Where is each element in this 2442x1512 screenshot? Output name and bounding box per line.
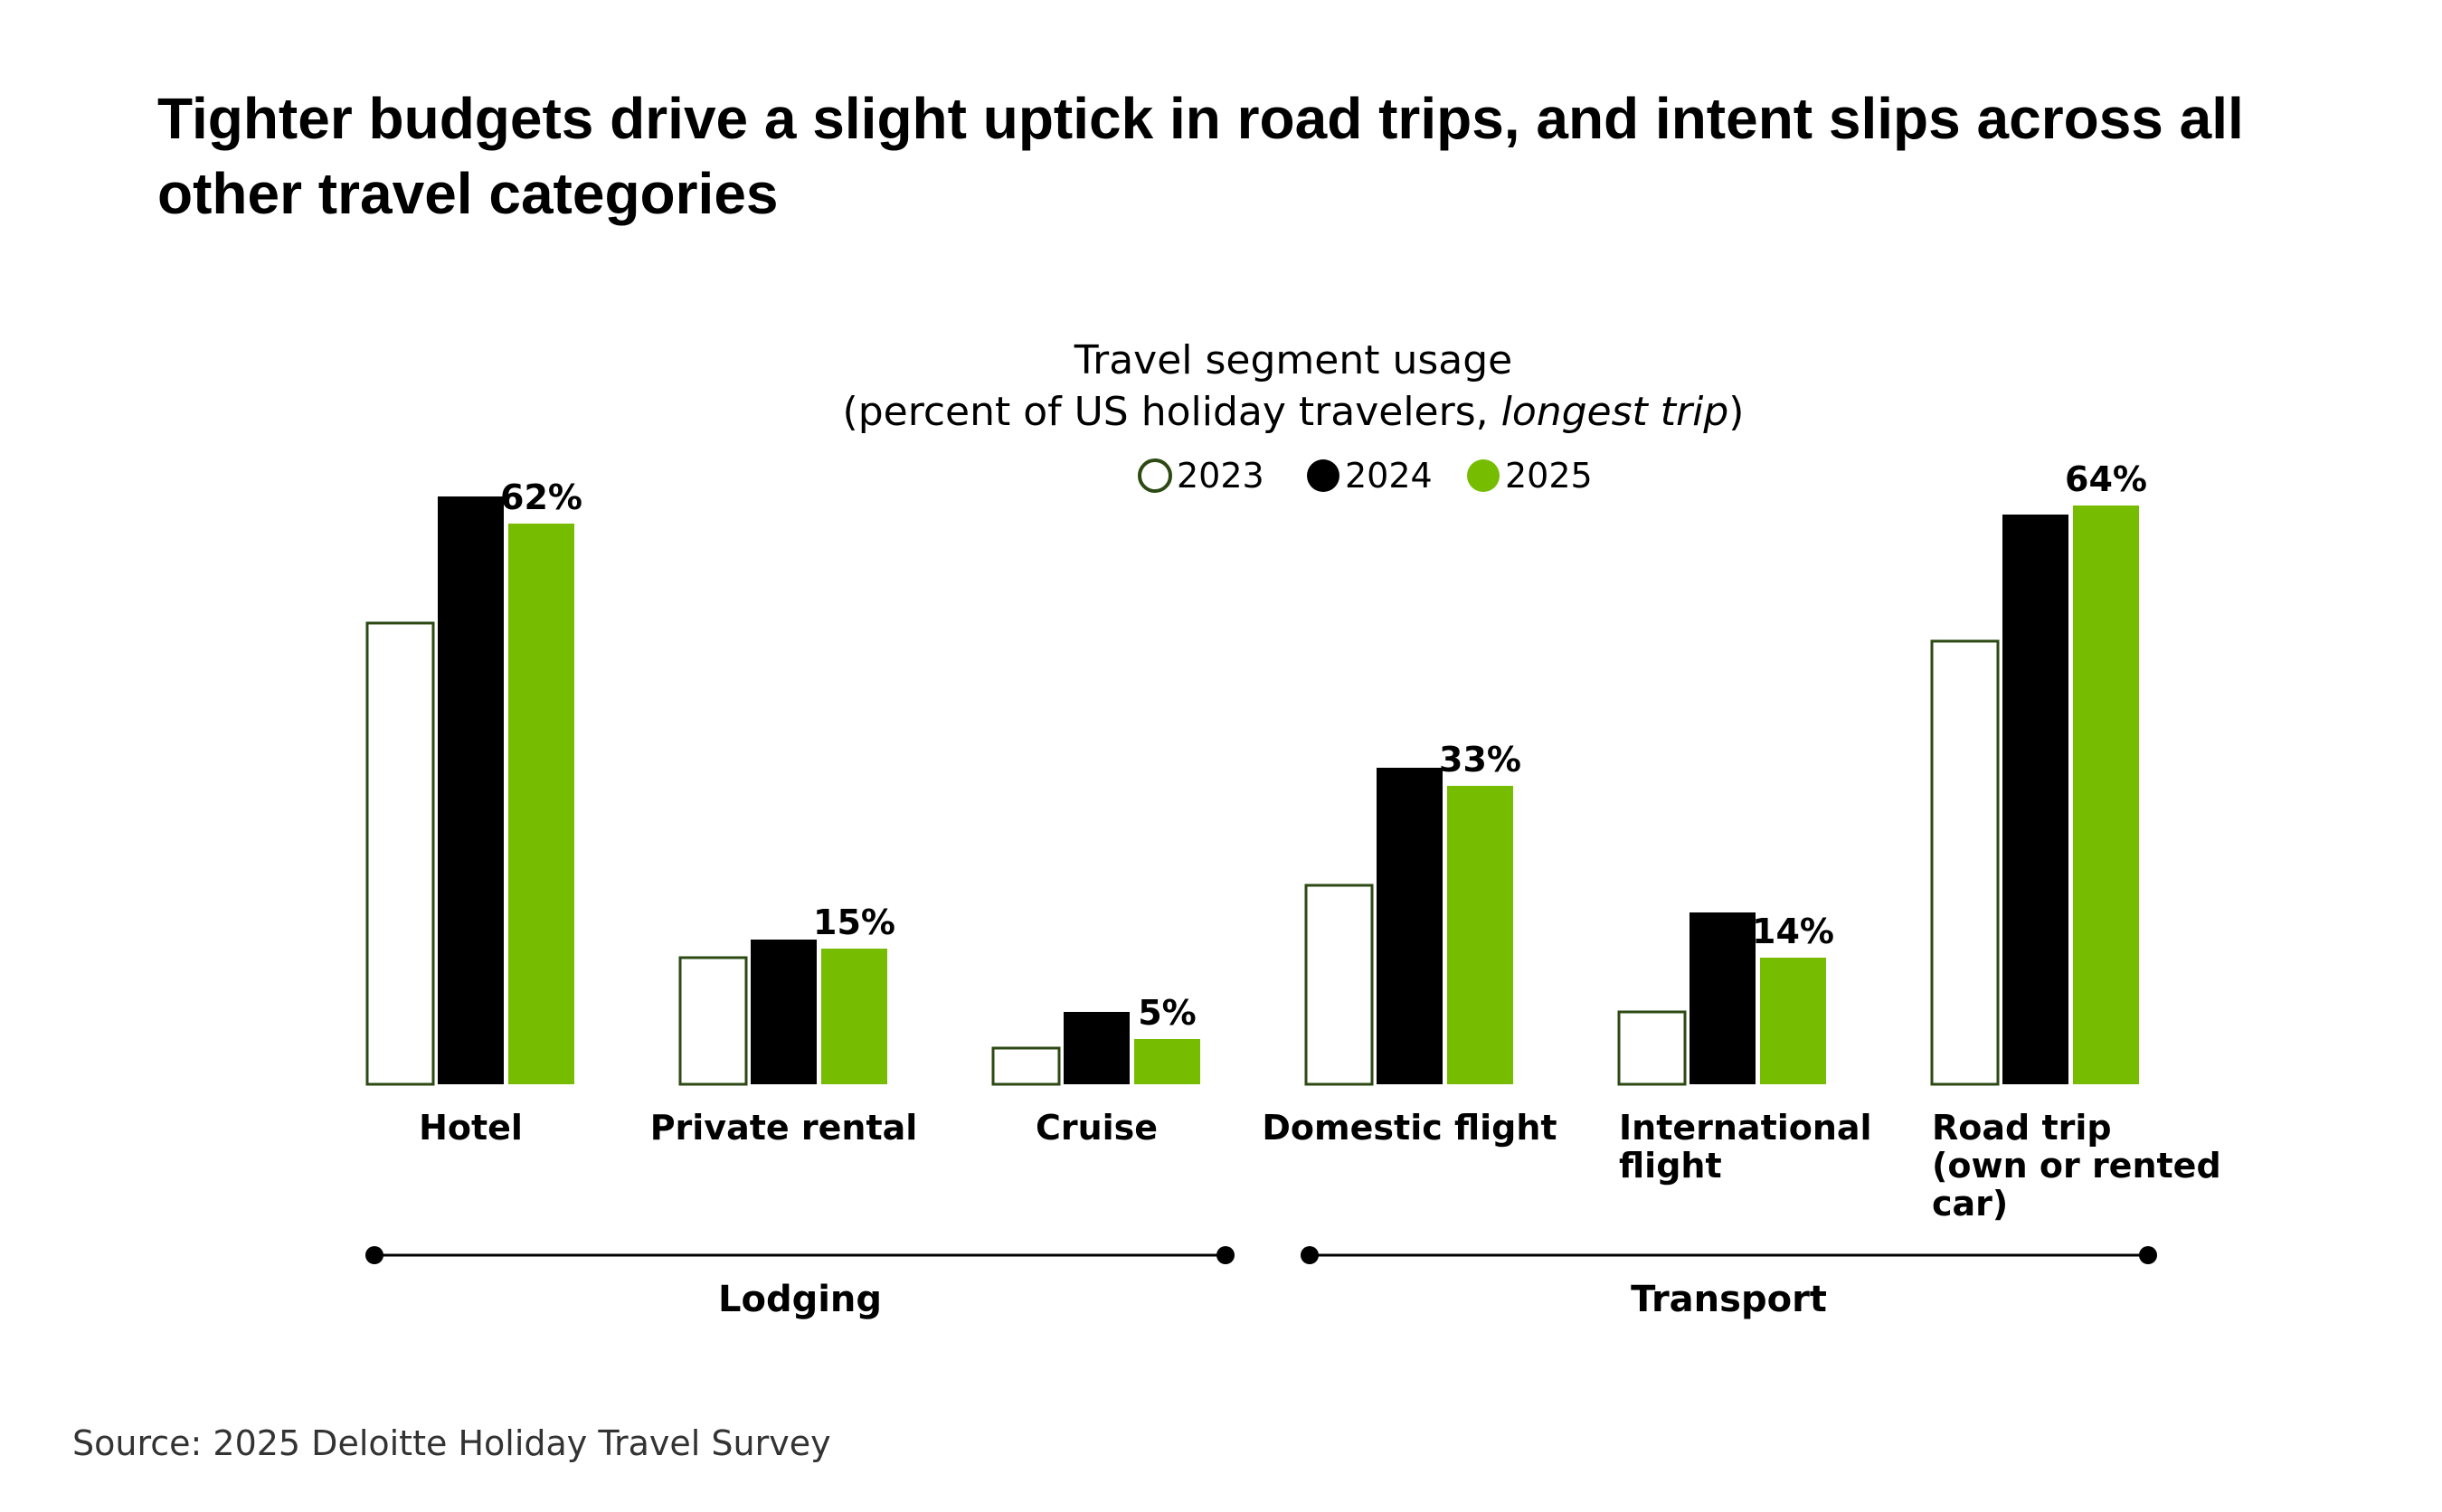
category-label-cruise: Cruise: [1036, 1108, 1158, 1148]
bar-cruise-2024: [1064, 1012, 1130, 1084]
bar-international-flight-2023: [1617, 1010, 1687, 1086]
bar-domestic-flight-2023: [1304, 884, 1374, 1086]
value-labels: 62% 15% 5% 33% 14% 64%: [500, 459, 2147, 1033]
category-label-road-trip-own-or-rented-car-line-1: Road trip: [1932, 1108, 2112, 1148]
chart-title-line-1: Tighter budgets drive a slight uptick in…: [157, 86, 2244, 151]
legend-2025-marker: [1467, 459, 1500, 492]
group-dot-transport-end: [2139, 1246, 2157, 1264]
bar-international-flight-2025: [1760, 958, 1826, 1084]
chart-title-line-2: other travel categories: [157, 161, 779, 226]
category-labels: Hotel Private rental Cruise Domestic flight…: [419, 1108, 2221, 1224]
bar-cruise-2023: [991, 1046, 1061, 1086]
bar-private-rental-2023: [678, 956, 748, 1086]
category-label-international-flight-line-1: International: [1619, 1108, 1872, 1148]
source-note: Source: 2025 Deloitte Holiday Travel Sur…: [72, 1423, 831, 1463]
category-label-international-flight-line-2: flight: [1619, 1146, 1722, 1186]
value-label-hotel: 62%: [500, 477, 582, 517]
chart-subtitle-units: (percent of US holiday travelers, longes…: [843, 389, 1745, 435]
value-label-domestic-flight: 33%: [1439, 740, 1521, 780]
group-dot-lodging-start: [365, 1246, 383, 1264]
group-dot-lodging-end: [1216, 1246, 1235, 1264]
category-label-hotel: Hotel: [419, 1108, 523, 1148]
group-label-lodging: Lodging: [718, 1279, 882, 1320]
legend-2023-label: 2023: [1177, 456, 1264, 496]
bar-road-trip-own-or-rented-car-2023: [1930, 639, 2000, 1086]
category-label-road-trip-own-or-rented-car-line-3: car): [1932, 1184, 2008, 1224]
legend-2024-label: 2024: [1345, 456, 1433, 496]
bar-domestic-flight-2025: [1447, 786, 1513, 1084]
bar-domestic-flight-2024: [1377, 768, 1443, 1084]
value-label-international-flight: 14%: [1752, 912, 1834, 951]
bar-private-rental-2024: [751, 940, 817, 1084]
bar-road-trip-own-or-rented-car-2024: [2002, 515, 2068, 1084]
chart-subtitle: Travel segment usage: [1074, 337, 1513, 383]
category-groups: Lodging Transport: [365, 1246, 2157, 1320]
legend-2023-marker: [1138, 458, 1172, 493]
bar-private-rental-2025: [821, 949, 887, 1084]
bar-hotel-2023: [365, 621, 435, 1086]
legend-2024-marker: [1307, 459, 1339, 492]
bar-hotel-2025: [508, 524, 574, 1084]
category-label-private-rental: Private rental: [650, 1108, 918, 1148]
category-label-domestic-flight: Domestic flight: [1262, 1108, 1557, 1148]
value-label-cruise: 5%: [1138, 993, 1197, 1033]
bar-international-flight-2024: [1690, 912, 1756, 1084]
legend: 2023 2024 2025: [1138, 456, 1593, 496]
value-label-private-rental: 15%: [813, 902, 895, 942]
value-label-road-trip-own-or-rented-car: 64%: [2065, 459, 2147, 499]
bar-road-trip-own-or-rented-car-2025: [2073, 506, 2139, 1084]
category-label-road-trip-own-or-rented-car-line-2: (own or rented: [1932, 1146, 2221, 1186]
bar-cruise-2025: [1134, 1039, 1200, 1084]
group-label-transport: Transport: [1631, 1279, 1827, 1320]
group-dot-transport-start: [1301, 1246, 1319, 1264]
bars: [365, 496, 2139, 1086]
bar-hotel-2024: [438, 496, 504, 1084]
legend-2025-label: 2025: [1505, 456, 1593, 496]
